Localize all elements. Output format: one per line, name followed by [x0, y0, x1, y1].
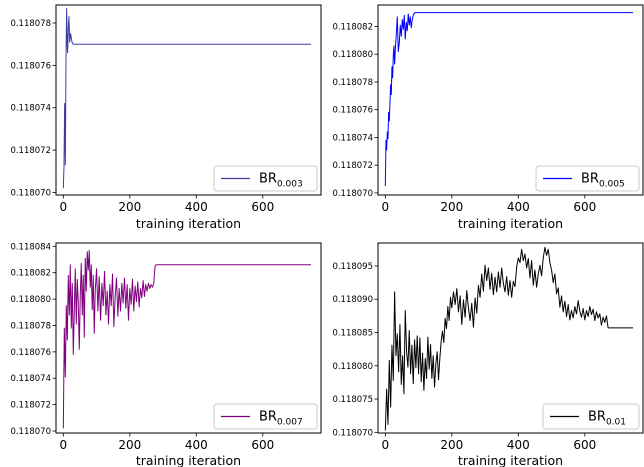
legend-label: BR0.005	[581, 172, 625, 190]
series-line	[62, 249, 312, 429]
x-tick-label: 600	[573, 438, 596, 452]
series-lines	[62, 7, 312, 189]
y-tick-label: 0.118078	[10, 19, 51, 29]
subplot-br-0-005: 0.118070 0.118072 0.118074 0.118076 0.118078…	[332, 4, 644, 231]
legend: BR0.007	[213, 403, 318, 430]
y-ticks: 0.118070 0.118075 0.118080 0.118085 0.118090…	[332, 262, 378, 438]
y-tick-label: 0.118072	[10, 401, 51, 411]
x-axis-label: training iteration	[458, 216, 563, 231]
y-ticks: 0.118070 0.118072 0.118074 0.118076 0.118078…	[10, 242, 56, 437]
x-tick-label: 400	[507, 200, 530, 214]
y-ticks: 0.118070 0.118072 0.118074 0.118076 0.118078…	[332, 22, 378, 199]
y-tick-label: 0.118085	[332, 329, 373, 339]
y-tick-label: 0.118078	[332, 78, 373, 88]
x-tick-label: 200	[440, 438, 463, 452]
subplot-br-0-01: 0.118070 0.118075 0.118080 0.118085 0.118090…	[332, 242, 644, 467]
y-tick-label: 0.118070	[10, 188, 51, 198]
x-tick-label: 200	[118, 200, 141, 214]
legend-label: BR0.007	[259, 410, 303, 428]
x-axis-label: training iteration	[458, 453, 563, 467]
legend-label-base: BR	[259, 410, 277, 425]
y-tick-label: 0.118076	[332, 106, 373, 116]
legend-box	[213, 403, 318, 430]
series-lines	[384, 246, 634, 431]
y-tick-label: 0.118074	[10, 374, 51, 384]
y-tick-label: 0.118090	[332, 295, 373, 305]
legend-label-subscript: 0.01	[606, 418, 626, 428]
x-tick-label: 200	[440, 200, 463, 214]
y-tick-label: 0.118095	[332, 262, 373, 272]
x-axis-label: training iteration	[136, 216, 241, 231]
y-tick-label: 0.118072	[10, 146, 51, 156]
x-tick-label: 600	[573, 200, 596, 214]
series-lines	[384, 12, 634, 186]
x-tick-label: 400	[185, 438, 208, 452]
series-line	[384, 12, 634, 186]
y-tick-label: 0.118074	[10, 104, 51, 114]
axes-frame	[377, 4, 644, 196]
axes-frame	[55, 242, 322, 434]
legend: BR0.005	[535, 165, 640, 192]
y-tick-label: 0.118084	[10, 242, 51, 252]
legend-label-base: BR	[259, 172, 277, 187]
legend-label-subscript: 0.003	[277, 180, 303, 190]
series-line	[62, 7, 312, 189]
x-tick-label: 400	[507, 438, 530, 452]
y-tick-label: 0.118082	[332, 22, 373, 32]
x-tick-label: 0	[59, 200, 67, 214]
legend: BR0.003	[213, 165, 318, 192]
x-tick-label: 0	[381, 200, 389, 214]
y-tick-label: 0.118074	[332, 133, 373, 143]
x-tick-label: 200	[118, 438, 141, 452]
legend-box	[535, 165, 640, 192]
x-ticks: 0 200 400 600	[59, 433, 274, 452]
x-ticks: 0 200 400 600	[59, 195, 274, 214]
subplot-br-0-003: 0.118070 0.118072 0.118074 0.118076 0.118078…	[10, 4, 322, 231]
legend-label: BR0.01	[588, 410, 626, 428]
x-tick-label: 0	[59, 438, 67, 452]
y-ticks: 0.118070 0.118072 0.118074 0.118076 0.118078	[10, 19, 56, 198]
y-tick-label: 0.118070	[332, 428, 373, 438]
x-tick-label: 0	[381, 438, 389, 452]
legend: BR0.01	[542, 403, 640, 430]
series-lines	[62, 249, 312, 429]
series-line	[384, 246, 634, 431]
legend-label: BR0.003	[259, 172, 303, 190]
axes-frame	[377, 242, 644, 434]
subplot-br-0-007: 0.118070 0.118072 0.118074 0.118076 0.118078…	[10, 242, 322, 467]
axes-frame	[55, 4, 322, 196]
y-tick-label: 0.118080	[332, 362, 373, 372]
y-tick-label: 0.118072	[332, 161, 373, 171]
legend-label-subscript: 0.007	[277, 418, 303, 428]
y-tick-label: 0.118080	[10, 295, 51, 305]
x-tick-label: 600	[251, 200, 274, 214]
y-tick-label: 0.118076	[10, 348, 51, 358]
y-tick-label: 0.118075	[332, 395, 373, 405]
legend-box	[542, 403, 640, 430]
legend-label-base: BR	[581, 172, 599, 187]
legend-label-subscript: 0.005	[599, 180, 625, 190]
x-tick-label: 600	[251, 438, 274, 452]
x-ticks: 0 200 400 600	[381, 195, 596, 214]
y-tick-label: 0.118070	[332, 189, 373, 199]
x-tick-label: 400	[185, 200, 208, 214]
y-tick-label: 0.118082	[10, 269, 51, 279]
legend-box	[213, 165, 318, 192]
y-tick-label: 0.118070	[10, 427, 51, 437]
x-ticks: 0 200 400 600	[381, 433, 596, 452]
legend-label-base: BR	[588, 410, 606, 425]
y-tick-label: 0.118080	[332, 50, 373, 60]
y-tick-label: 0.118076	[10, 61, 51, 71]
x-axis-label: training iteration	[136, 453, 241, 467]
y-tick-label: 0.118078	[10, 321, 51, 331]
